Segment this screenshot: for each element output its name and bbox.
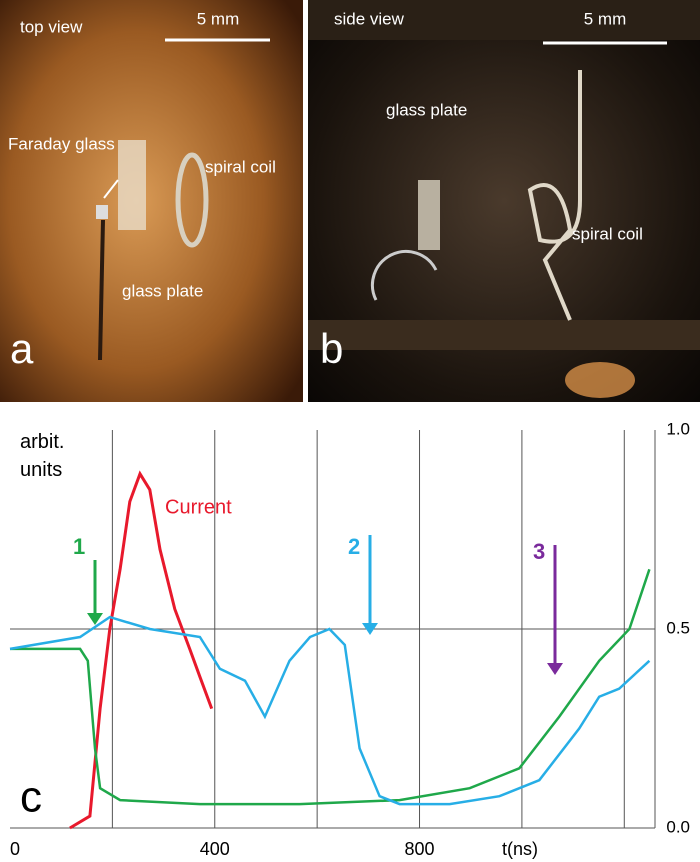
y-tick-label: 0.0 bbox=[666, 817, 690, 836]
bottom-frame bbox=[308, 320, 700, 350]
scale-label: 5 mm bbox=[584, 9, 627, 28]
view-label: side view bbox=[334, 9, 405, 28]
coil-shape bbox=[175, 152, 209, 248]
arrow-head bbox=[87, 613, 103, 625]
label: Faraday glass bbox=[8, 134, 115, 153]
glow bbox=[565, 362, 635, 398]
y-tick-label: 1.0 bbox=[666, 419, 690, 438]
faraday-shape bbox=[96, 205, 108, 219]
label: glass plate bbox=[386, 100, 467, 119]
pointer-arrow bbox=[103, 179, 119, 199]
series-line bbox=[10, 568, 651, 806]
arrow-head bbox=[547, 663, 563, 675]
annotation: 3 bbox=[533, 539, 545, 564]
photo-a bbox=[0, 0, 303, 402]
y-tick-label: 0.5 bbox=[666, 618, 690, 637]
label: spiral coil bbox=[572, 224, 643, 243]
holder bbox=[98, 219, 105, 361]
arrow-head bbox=[362, 623, 378, 635]
scale-label: 5 mm bbox=[197, 9, 240, 28]
coil-shape-b bbox=[527, 70, 582, 321]
x-axis-label: t(ns) bbox=[502, 839, 538, 859]
glass-plate-shape bbox=[118, 140, 146, 230]
series-line bbox=[69, 470, 214, 830]
ring-shape bbox=[370, 249, 438, 301]
panel-letter: a bbox=[10, 325, 34, 372]
panel-letter: c bbox=[20, 773, 42, 822]
top-frame bbox=[308, 0, 700, 40]
label: spiral coil bbox=[205, 157, 276, 176]
series-label: Current bbox=[165, 496, 232, 518]
glass-plate-shape-b bbox=[418, 180, 440, 250]
x-tick-label: 400 bbox=[200, 839, 230, 859]
series-line bbox=[9, 615, 651, 806]
label: glass plate bbox=[122, 281, 203, 300]
view-label: top view bbox=[20, 17, 83, 36]
x-tick-label: 0 bbox=[10, 839, 20, 859]
annotation: 2 bbox=[348, 534, 360, 559]
panel-letter: b bbox=[320, 325, 343, 372]
annotation: 1 bbox=[73, 534, 85, 559]
y-axis-label: arbit. units bbox=[20, 431, 65, 481]
x-tick-label: 800 bbox=[405, 839, 435, 859]
